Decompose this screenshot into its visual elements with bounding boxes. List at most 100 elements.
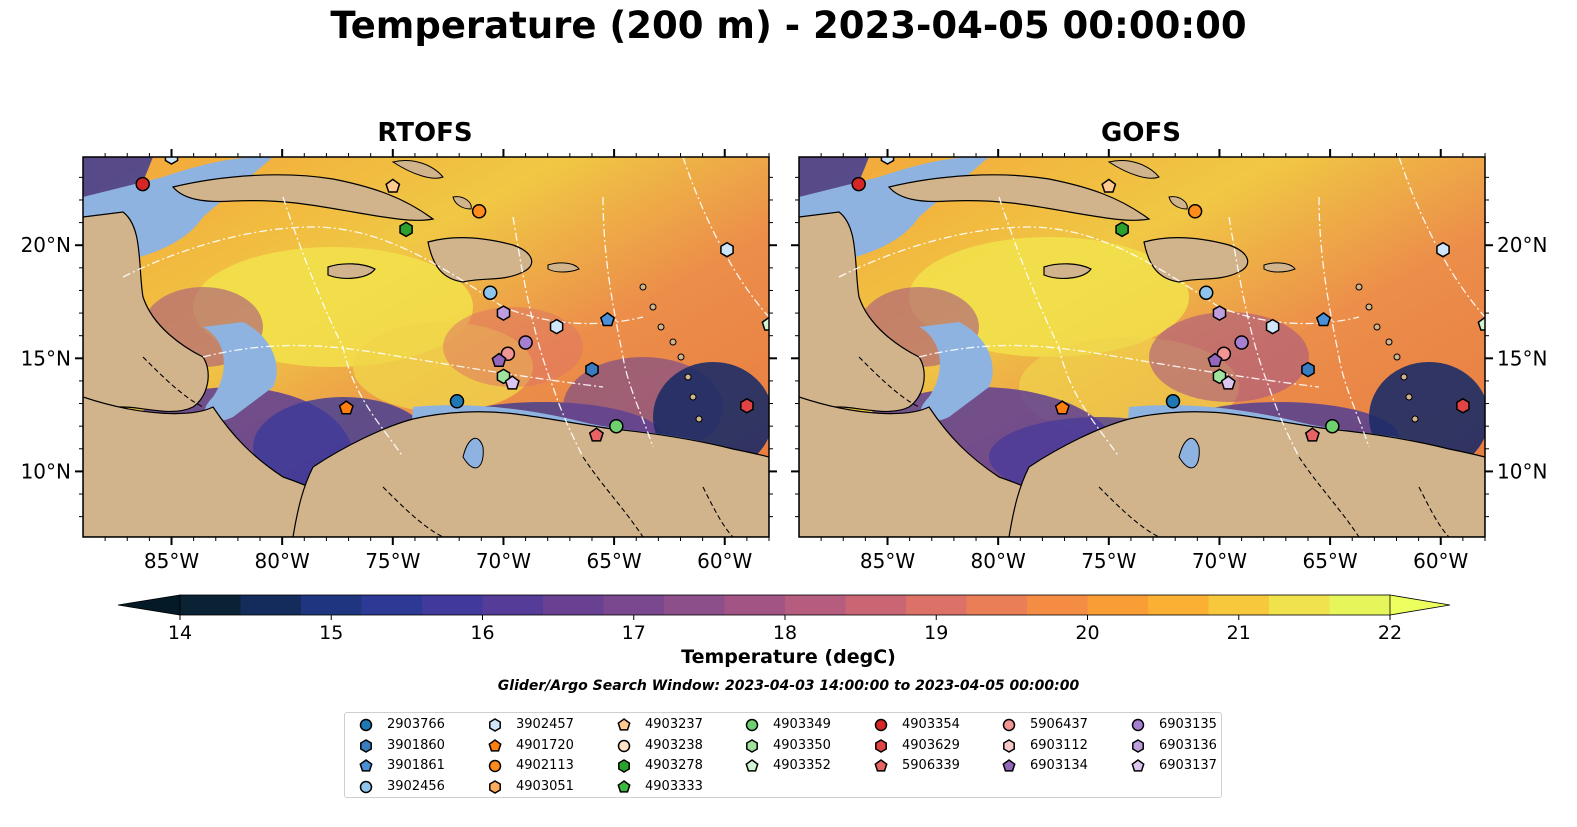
legend-marker-icon [617, 718, 631, 731]
colorbar-segment [1148, 595, 1209, 615]
legend-label: 4901720 [516, 737, 574, 753]
legend-label: 3902457 [516, 717, 574, 732]
float-marker [1436, 241, 1450, 258]
colorbar-segment [1027, 595, 1088, 615]
colorbar: 14 15 16 17 18 19 20 21 22 [117, 594, 1451, 644]
lon-tick-label: 75°W [365, 549, 420, 573]
legend-label: 6903136 [1159, 737, 1217, 753]
legend-marker [360, 738, 372, 753]
float-marker [740, 397, 754, 414]
legend-marker [617, 779, 631, 793]
float-marker [761, 316, 769, 331]
legend-marker-icon [1002, 759, 1016, 772]
legend-label: 4902113 [516, 758, 574, 773]
float-marker [1315, 311, 1332, 327]
lon-tick-label: 65°W [586, 549, 641, 573]
map-panels: 85°W 80°W 75°W 70°W 65°W 60°W 20°N 15°N 10°N 85°W… [21, 149, 1547, 573]
colorbar-segment [240, 595, 302, 615]
float-marker [549, 318, 564, 335]
panel-title-rtofs: RTOFS [377, 118, 473, 148]
lon-tick-label: 60°W [1413, 549, 1468, 573]
colorbar-segment [966, 595, 1028, 615]
map-gofs [799, 157, 1485, 537]
colorbar-tick-label: 15 [319, 622, 343, 644]
land-central-america [83, 211, 209, 413]
legend-marker [359, 718, 373, 732]
float-marker [851, 176, 866, 192]
legend-marker [359, 759, 373, 772]
lon-tick-label: 85°W [144, 549, 199, 573]
float-marker [135, 176, 150, 192]
legend-marker [1002, 718, 1016, 732]
legend-marker-icon [359, 718, 373, 732]
float-marker [399, 221, 413, 238]
float-marker [385, 178, 401, 193]
float-marker [1101, 178, 1117, 193]
colorbar-segment [301, 595, 362, 615]
lon-tick-label: 80°W [971, 549, 1026, 573]
legend-marker [746, 738, 758, 753]
lon-tick-label: 80°W [255, 549, 310, 573]
colorbar-segment [785, 595, 846, 615]
colorbar-tick-label: 18 [773, 622, 797, 644]
legend-label: 4903629 [902, 737, 960, 753]
legend-marker [745, 759, 759, 772]
float-marker [471, 204, 487, 219]
search-window-text: Glider/Argo Search Window: 2023-04-03 14… [497, 678, 1080, 694]
float-marker [1325, 418, 1340, 434]
colorbar-segment [361, 595, 423, 615]
legend-label: 6903112 [1030, 737, 1088, 753]
legend-label: 4903352 [773, 758, 831, 773]
colorbar-under-arrow [117, 594, 181, 616]
legend-marker [1002, 759, 1016, 772]
colorbar-label: Temperature (degC) [681, 646, 896, 668]
lon-tick-label: 75°W [1081, 549, 1136, 573]
legend-marker [745, 718, 759, 732]
colorbar-tick-label: 22 [1378, 622, 1402, 644]
legend-marker-icon [1131, 759, 1145, 772]
panel-title-gofs: GOFS [1101, 118, 1181, 148]
legend-label: 4903237 [645, 717, 703, 732]
legend-marker [489, 779, 501, 794]
legend-marker [488, 738, 502, 752]
legend-label: 4903278 [645, 758, 703, 773]
colorbar-tick-label: 21 [1227, 622, 1251, 644]
legend-marker-icon [488, 759, 502, 773]
legend-label: 6903135 [1159, 717, 1217, 732]
float-marker [599, 311, 616, 327]
map-rtofs [83, 157, 769, 537]
float-marker [1212, 305, 1227, 321]
float-marker [1304, 427, 1320, 442]
float-marker [585, 361, 599, 378]
legend-marker [1131, 759, 1145, 772]
float-marker [1207, 352, 1223, 368]
colorbar-tick-label: 19 [924, 622, 948, 644]
legend-marker-icon [359, 759, 373, 772]
legend-marker-icon [746, 738, 758, 753]
legend-marker [1132, 738, 1144, 753]
legend-marker-icon [1002, 718, 1016, 732]
legend-marker-icon [1131, 718, 1145, 732]
float-marker [1234, 335, 1249, 350]
legend-marker [618, 759, 630, 773]
float-marker [518, 335, 533, 350]
legend-label: 4903354 [902, 717, 960, 732]
colorbar-segment [180, 595, 241, 615]
float-marker [496, 305, 511, 321]
float-marker [338, 400, 354, 415]
legend-marker [489, 718, 501, 732]
legend-marker [874, 759, 888, 772]
lat-tick-label: 10°N [21, 459, 71, 483]
float-marker [504, 375, 520, 390]
colorbar-segment [1208, 595, 1270, 615]
float-marker [164, 157, 179, 165]
float-marker [1115, 221, 1129, 238]
colorbar-tick-label: 20 [1075, 622, 1099, 644]
colorbar-segment [603, 595, 665, 615]
land-cuba [887, 174, 1151, 221]
legend-marker-icon [359, 780, 373, 793]
float-marker [720, 241, 734, 258]
land-jamaica [327, 263, 376, 279]
colorbar-segment [1087, 595, 1149, 615]
colorbar-segment [1329, 595, 1391, 615]
